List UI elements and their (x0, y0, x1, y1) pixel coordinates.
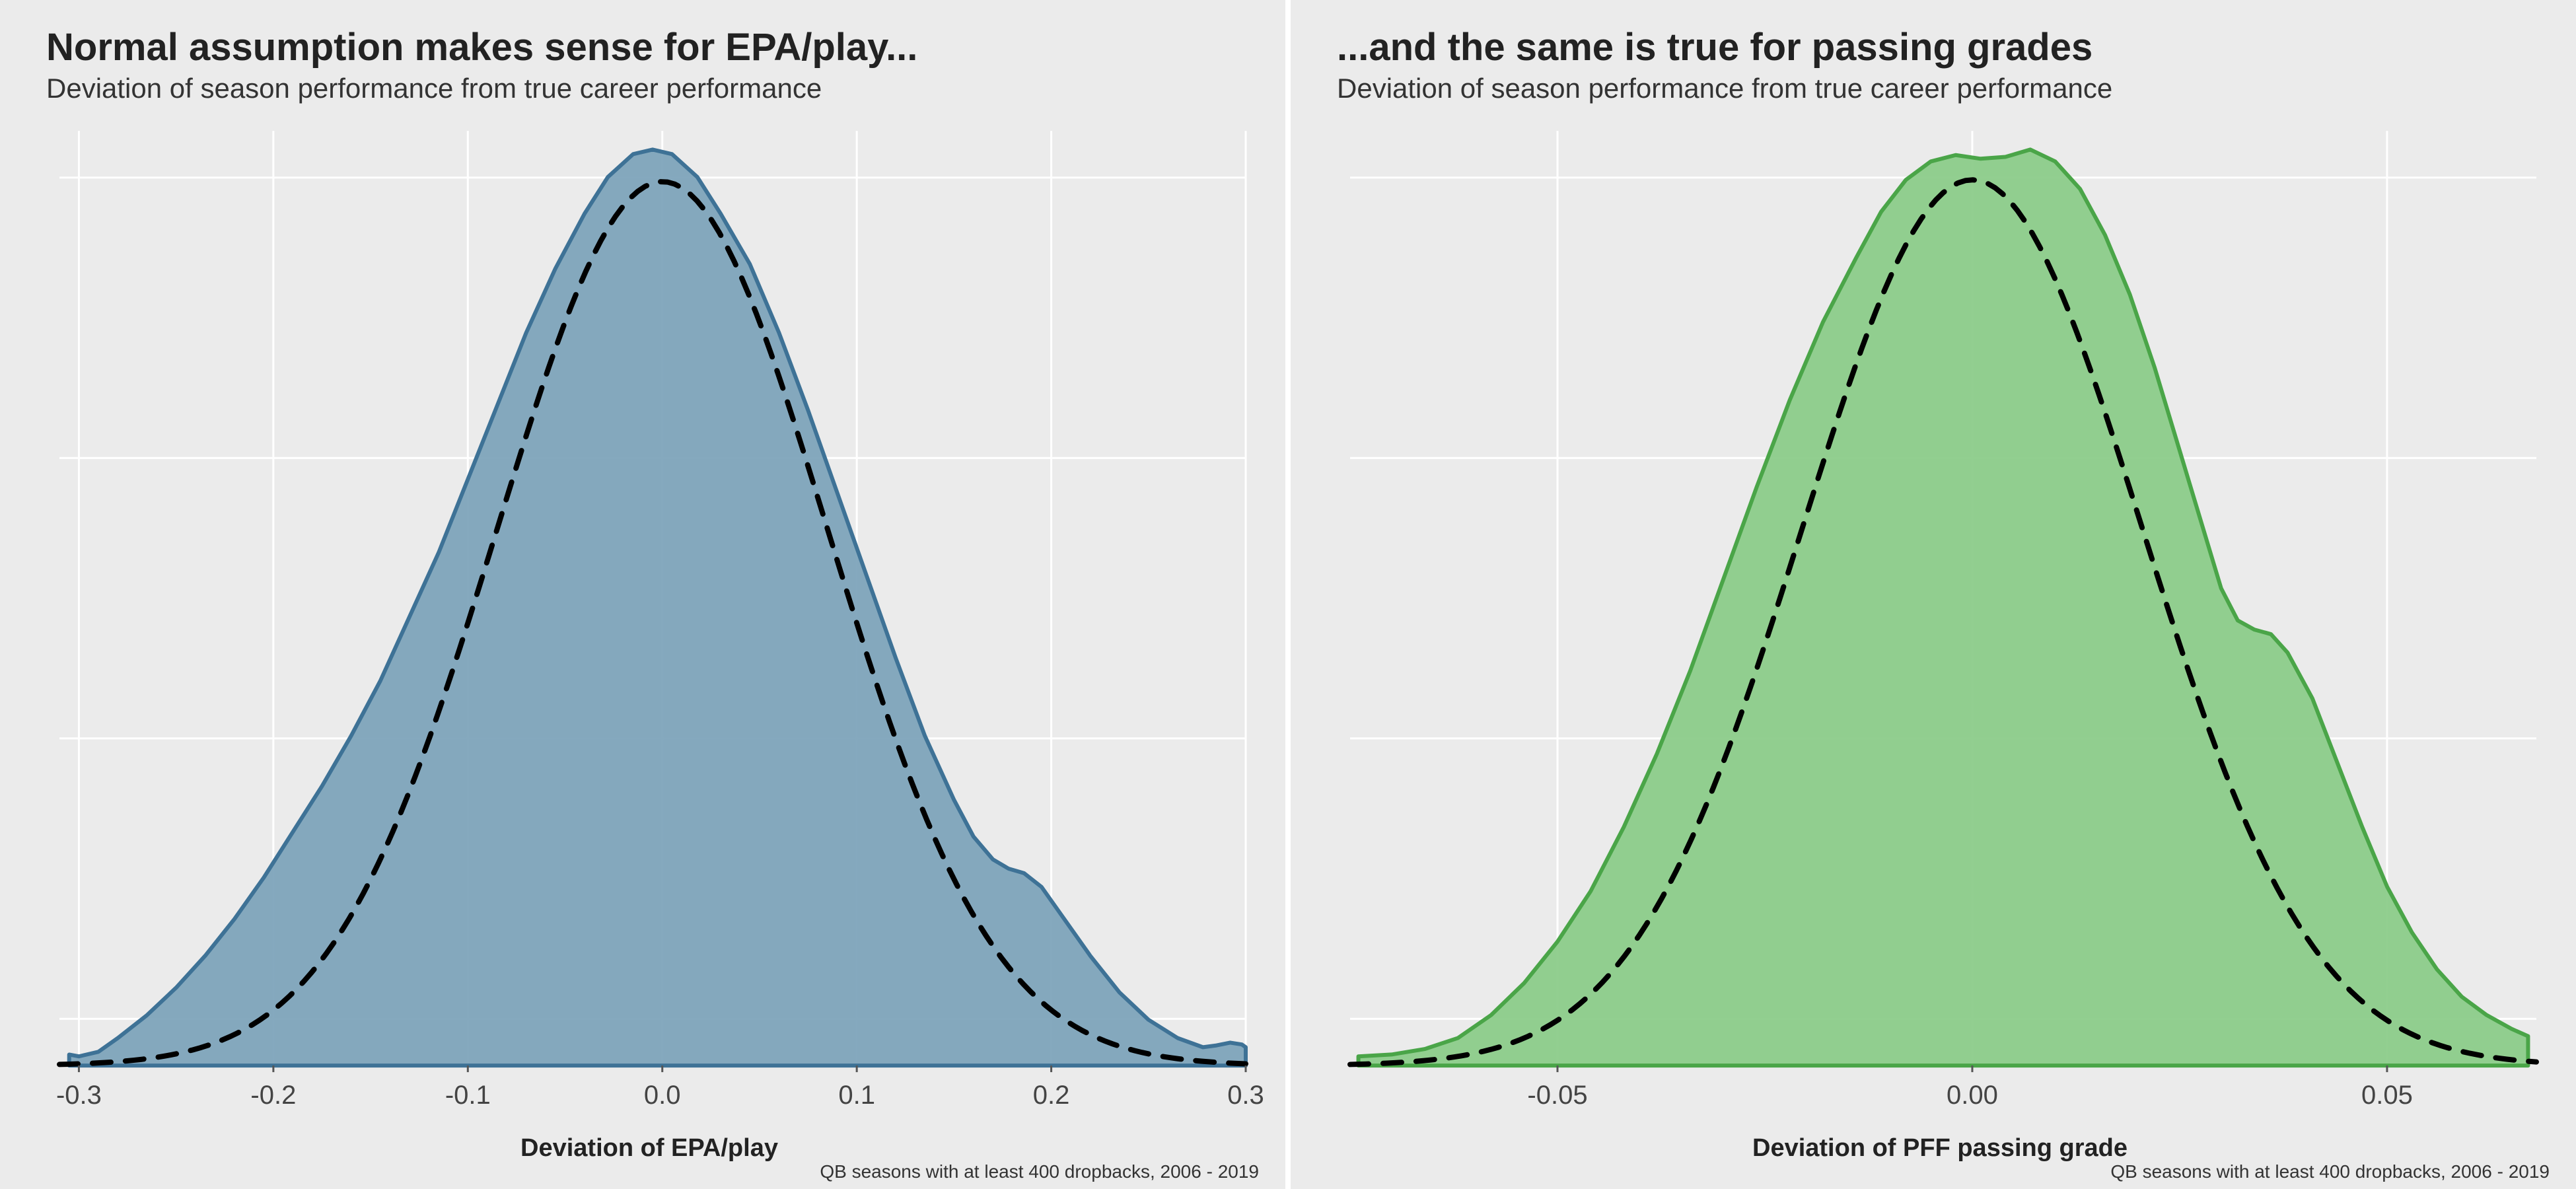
xaxis-tick-label: 0.00 (1947, 1081, 1998, 1110)
panel-right-subtitle: Deviation of season performance from tru… (1337, 73, 2556, 104)
xaxis-tick-label: -0.05 (1527, 1081, 1587, 1110)
panel-left-plot: -0.3 -0.2 -0.1 0.0 0.1 0.2 0.3 (33, 111, 1266, 1132)
xaxis-tick-label: 0.0 (644, 1081, 681, 1110)
xaxis-tick-label: 0.2 (1033, 1081, 1070, 1110)
panel-left-subtitle: Deviation of season performance from tru… (46, 73, 1266, 104)
panel-left-xlabel: Deviation of EPA/play (33, 1134, 1266, 1163)
panel-right-xlabel: Deviation of PFF passing grade (1324, 1134, 2556, 1163)
panel-left-plot-wrap: -0.3 -0.2 -0.1 0.0 0.1 0.2 0.3 (33, 111, 1266, 1132)
panel-left-titles: Normal assumption makes sense for EPA/pl… (46, 26, 1266, 104)
panel-left: Normal assumption makes sense for EPA/pl… (0, 0, 1285, 1189)
panel-left-caption: QB seasons with at least 400 dropbacks, … (33, 1161, 1266, 1182)
xaxis-tick-label: 0.3 (1227, 1081, 1264, 1110)
xaxis-tick-label: 0.1 (838, 1081, 875, 1110)
panel-right-title: ...and the same is true for passing grad… (1337, 26, 2556, 69)
panel-right-titles: ...and the same is true for passing grad… (1337, 26, 2556, 104)
panel-right: ...and the same is true for passing grad… (1291, 0, 2576, 1189)
panel-right-plot-wrap: -0.05 0.00 0.05 (1324, 111, 2556, 1132)
xaxis-tick-label: -0.2 (250, 1081, 296, 1110)
xaxis-tick-label: -0.1 (445, 1081, 491, 1110)
xaxis-tick-label: 0.05 (2361, 1081, 2413, 1110)
panel-right-caption: QB seasons with at least 400 dropbacks, … (1324, 1161, 2556, 1182)
chart-container: Normal assumption makes sense for EPA/pl… (0, 0, 2576, 1189)
xaxis-tick-label: -0.3 (56, 1081, 102, 1110)
panel-left-title: Normal assumption makes sense for EPA/pl… (46, 26, 1266, 69)
panel-right-plot: -0.05 0.00 0.05 (1324, 111, 2556, 1132)
